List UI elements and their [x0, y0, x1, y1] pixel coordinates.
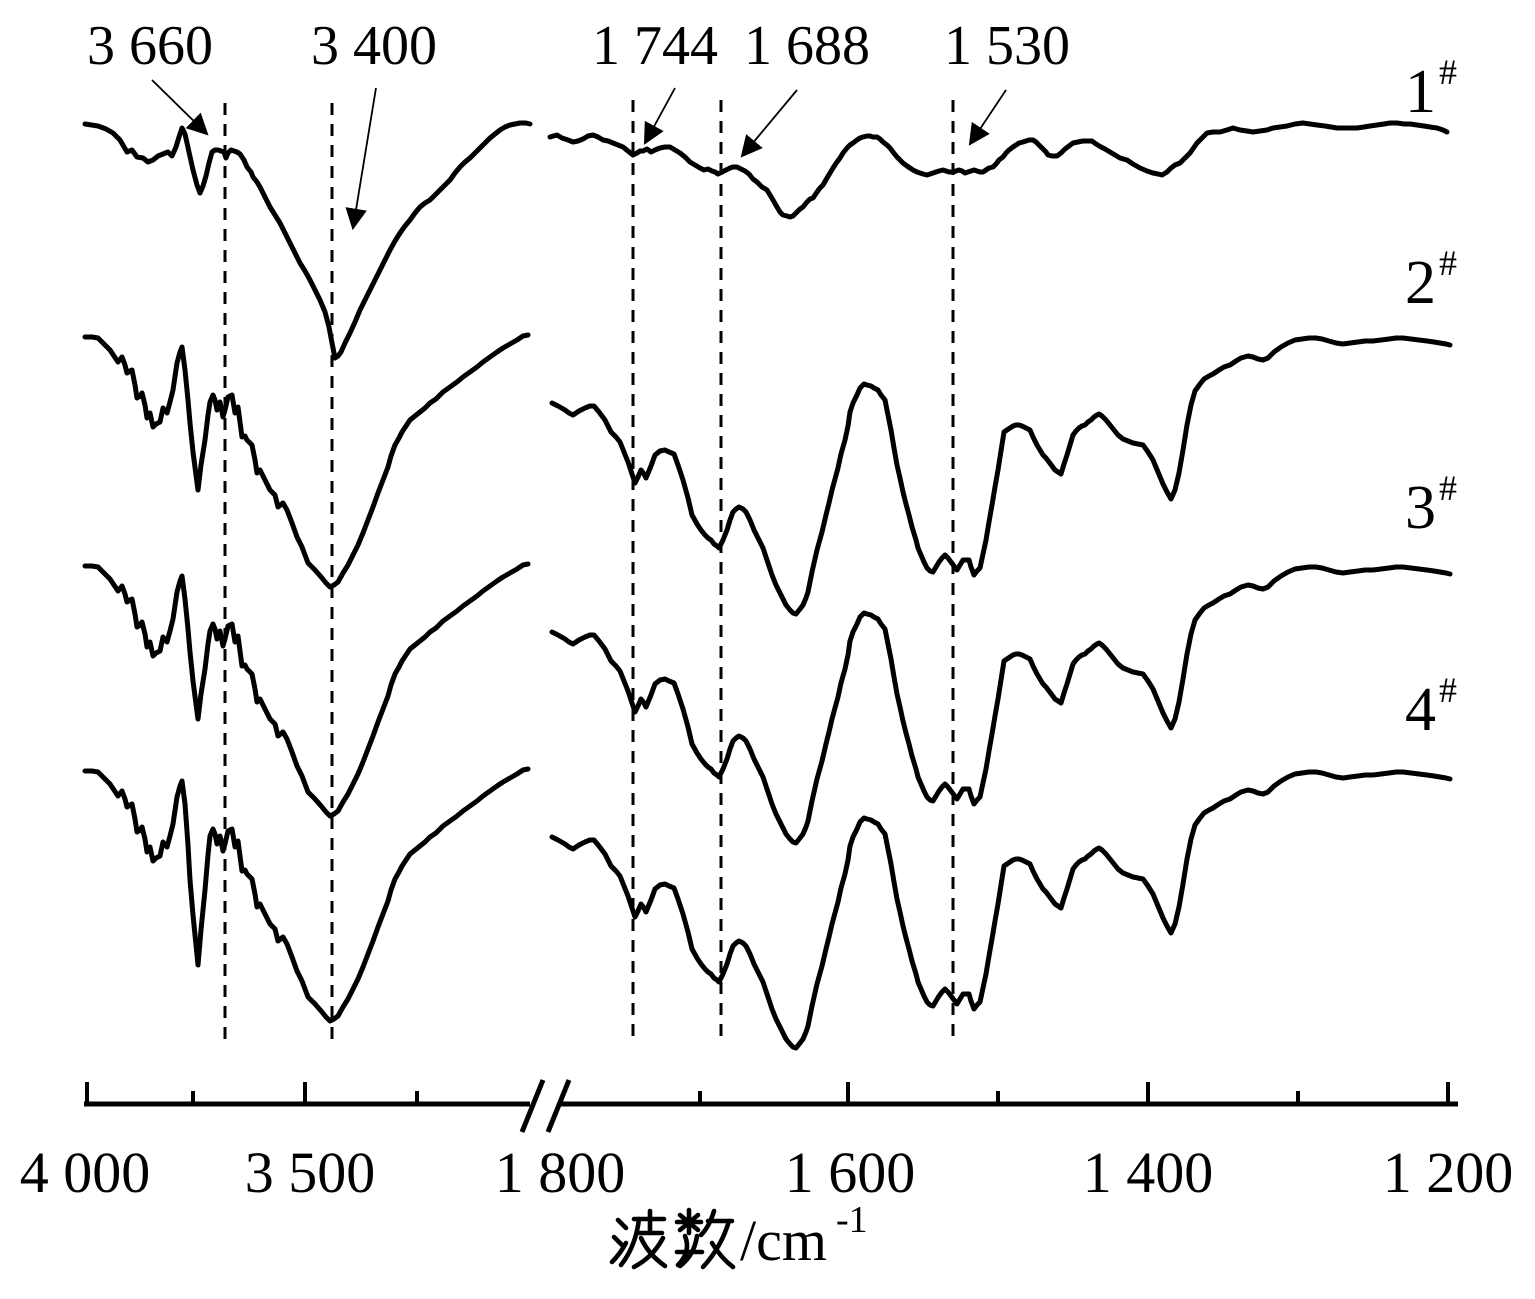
- band-label-1744: 1 744: [592, 15, 718, 77]
- tick-label-1400: 1 400: [1083, 1140, 1214, 1205]
- x-axis-title: /cm -1: [609, 1199, 868, 1273]
- x-axis-unit-text: /cm: [740, 1208, 827, 1273]
- band-annotations: 3 660 3 400 1 744 1 688 1 530: [87, 15, 1070, 231]
- band-arrow-1530: [968, 89, 1007, 146]
- spectra-curves: [82, 120, 1453, 1051]
- tick-label-1800: 1 800: [495, 1140, 626, 1205]
- band-label-1688: 1 688: [744, 15, 870, 77]
- sample-label-3: 3#: [1405, 468, 1457, 542]
- hanzi-shu-glyph: [674, 1207, 736, 1270]
- x-axis: 4 000 3 500 1 800 1 600 1 400 1 200: [20, 1079, 1514, 1205]
- axis-break-slash-2: [545, 1079, 572, 1133]
- tick-label-4000: 4 000: [20, 1140, 151, 1205]
- sample-label-2: 2#: [1405, 243, 1457, 317]
- tick-label-1600: 1 600: [785, 1140, 916, 1205]
- band-arrow-3400: [345, 87, 377, 231]
- sample-label-4: 4#: [1405, 670, 1457, 744]
- spectrum-4-left: [82, 766, 531, 1024]
- spectrum-3-left: [82, 561, 531, 819]
- band-label-3400: 3 400: [311, 15, 437, 77]
- band-label-1530: 1 530: [944, 15, 1070, 77]
- x-axis-unit-superscript: -1: [836, 1199, 868, 1241]
- tick-label-3500: 3 500: [245, 1140, 376, 1205]
- band-arrow-1688: [740, 89, 798, 158]
- sample-label-1: 1#: [1405, 52, 1457, 126]
- band-label-3660: 3 660: [87, 15, 213, 77]
- spectrum-1-left: [82, 120, 533, 361]
- axis-break-slash-1: [519, 1079, 546, 1133]
- spectrum-1-right: [547, 120, 1450, 220]
- spectrum-3-right: [549, 564, 1453, 846]
- hanzi-bo-glyph: [609, 1208, 668, 1270]
- spectrum-2-right: [549, 335, 1453, 617]
- spectrum-4-right: [549, 769, 1453, 1051]
- tick-label-1200: 1 200: [1383, 1140, 1514, 1205]
- band-arrow-3660: [151, 79, 209, 136]
- sample-labels: 1# 2# 3# 4#: [1405, 52, 1457, 744]
- spectrum-2-left: [82, 332, 531, 590]
- band-arrow-1744: [643, 87, 676, 145]
- band-guide-lines: [223, 100, 955, 1045]
